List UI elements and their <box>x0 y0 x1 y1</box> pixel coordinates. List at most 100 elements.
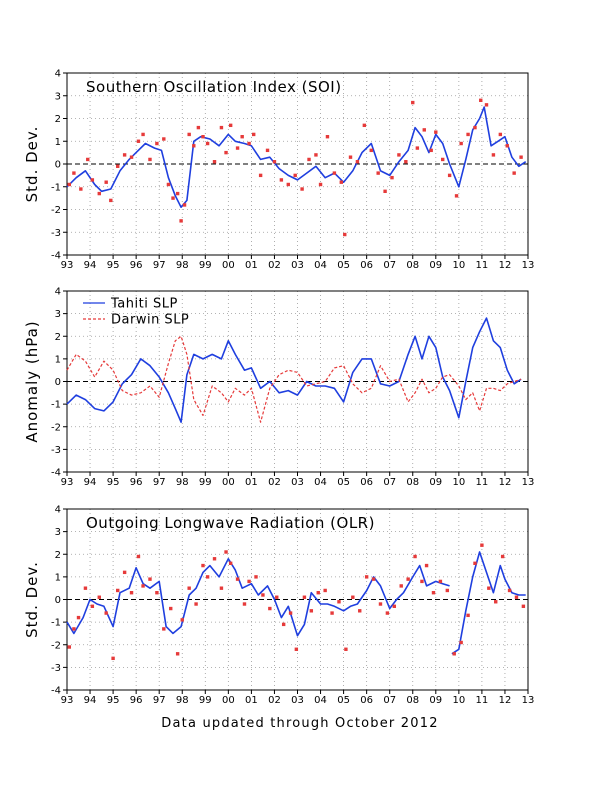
y-tick-label: -4 <box>51 251 61 262</box>
data-point <box>307 157 311 162</box>
data-point <box>258 173 263 178</box>
y-tick-label: -2 <box>51 422 61 433</box>
x-tick-label: 13 <box>522 695 535 706</box>
data-point <box>343 232 347 237</box>
data-point <box>505 144 509 148</box>
data-point <box>122 570 127 575</box>
data-point <box>111 656 115 661</box>
x-tick-label: 10 <box>452 477 465 488</box>
data-point <box>187 132 191 137</box>
data-point <box>452 652 456 656</box>
data-point <box>247 141 251 146</box>
data-point <box>498 132 503 137</box>
y-axis-label: Std. Dev. <box>23 126 41 203</box>
data-point <box>390 175 394 180</box>
y-tick-label: 4 <box>55 69 61 80</box>
data-point <box>86 157 90 162</box>
x-tick-label: 99 <box>199 695 212 706</box>
x-tick-label: 00 <box>222 260 235 271</box>
data-point <box>136 554 141 559</box>
x-tick-label: 12 <box>499 260 512 271</box>
data-point <box>431 591 436 595</box>
data-point <box>162 627 166 631</box>
data-point <box>281 622 286 627</box>
y-tick-label: 1 <box>55 354 61 365</box>
data-point <box>279 178 284 182</box>
data-point <box>316 591 320 595</box>
data-point <box>314 153 318 157</box>
data-point <box>378 602 383 606</box>
data-point <box>268 606 272 611</box>
data-point <box>300 187 304 191</box>
data-point <box>272 160 277 164</box>
data-point <box>76 615 81 620</box>
y-tick-label: -1 <box>51 400 61 411</box>
data-point <box>254 575 258 579</box>
data-point <box>459 141 463 146</box>
data-point <box>348 155 353 159</box>
x-tick-label: 07 <box>383 695 396 706</box>
data-point <box>67 645 72 649</box>
y-tick-label: -4 <box>51 686 61 697</box>
data-point <box>90 604 95 608</box>
data-point <box>228 123 233 128</box>
data-point <box>109 198 113 203</box>
data-point <box>494 600 498 604</box>
data-point <box>97 595 101 599</box>
x-tick-label: 10 <box>452 695 465 706</box>
data-point <box>399 584 403 588</box>
data-point <box>364 575 369 579</box>
data-point <box>116 164 120 168</box>
x-tick-label: 00 <box>222 695 235 706</box>
data-point <box>420 579 424 584</box>
data-point <box>424 563 429 568</box>
y-tick-label: -3 <box>51 228 61 239</box>
data-point <box>491 153 496 157</box>
data-point <box>90 178 95 182</box>
x-tick-label: 97 <box>153 260 166 271</box>
y-tick-label: -2 <box>51 640 61 651</box>
data-point <box>369 148 373 153</box>
data-point <box>473 125 477 130</box>
data-point <box>129 155 134 159</box>
x-tick-label: 11 <box>476 695 489 706</box>
x-tick-label: 01 <box>245 695 258 706</box>
data-point <box>406 577 410 581</box>
x-tick-label: 02 <box>268 477 281 488</box>
data-point <box>392 604 397 608</box>
data-point <box>288 611 293 615</box>
data-point <box>155 141 159 146</box>
x-tick-label: 96 <box>130 477 143 488</box>
x-tick-label: 94 <box>84 260 97 271</box>
x-tick-label: 06 <box>360 477 373 488</box>
x-tick-label: 09 <box>429 477 442 488</box>
data-point <box>194 602 198 606</box>
data-point <box>362 123 367 128</box>
data-point <box>325 135 330 139</box>
data-point <box>104 611 108 615</box>
data-point <box>339 180 343 184</box>
x-tick-label: 94 <box>84 695 97 706</box>
y-tick-label: 4 <box>55 287 61 298</box>
data-point <box>67 182 72 187</box>
series-line <box>66 557 450 637</box>
data-point <box>294 647 299 651</box>
y-tick-label: 0 <box>55 160 61 171</box>
data-point <box>459 640 463 645</box>
x-tick-label: 05 <box>337 260 350 271</box>
y-tick-label: 2 <box>55 550 61 561</box>
x-tick-label: 08 <box>406 477 419 488</box>
data-point <box>351 595 355 599</box>
data-point <box>240 135 244 139</box>
data-point <box>141 584 145 588</box>
data-point <box>371 577 376 581</box>
data-point <box>404 160 408 164</box>
x-tick-label: 93 <box>61 260 74 271</box>
data-point <box>480 543 484 547</box>
tahiti-slp-line <box>66 317 522 424</box>
x-tick-label: 11 <box>476 260 489 271</box>
y-tick-label: 4 <box>55 505 61 516</box>
data-point <box>141 132 145 137</box>
